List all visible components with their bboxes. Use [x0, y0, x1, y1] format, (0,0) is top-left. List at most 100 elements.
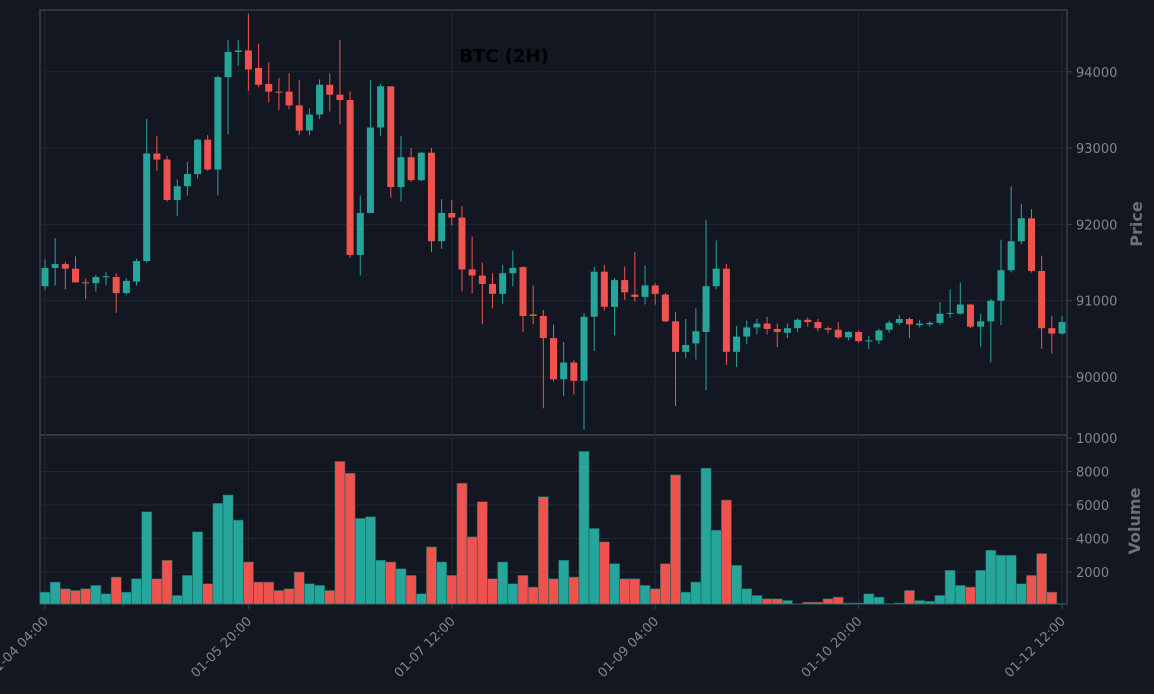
candle-body — [183, 174, 191, 187]
candle-body — [539, 315, 547, 339]
candle-body — [102, 276, 110, 278]
volume-bar — [49, 581, 61, 605]
volume-bar — [690, 581, 702, 605]
volume-bar — [802, 601, 814, 605]
candle-body — [733, 336, 741, 352]
volume-bar — [761, 598, 773, 605]
candle-body — [214, 77, 222, 170]
y-tick-label: 90000 — [1076, 371, 1117, 386]
volume-bar — [273, 590, 285, 605]
volume-bar — [568, 576, 580, 605]
candle-body — [133, 261, 141, 282]
volume-bar — [293, 571, 305, 605]
candle-body — [753, 323, 761, 328]
candle-body — [255, 67, 263, 85]
volume-bar — [1015, 583, 1027, 605]
volume-bar — [812, 601, 824, 605]
volume-bar — [914, 600, 926, 605]
volume-bar — [751, 595, 763, 605]
y-axis-label: Price — [1127, 201, 1146, 247]
candle-body — [712, 268, 720, 287]
volume-bar — [832, 596, 844, 605]
candle-body — [143, 153, 151, 262]
volume-bar — [151, 578, 163, 605]
volume-bar — [253, 581, 264, 605]
volume-bar — [70, 590, 81, 605]
candle-body — [1007, 241, 1015, 271]
volume-bar — [365, 516, 376, 605]
candle-body — [560, 362, 568, 380]
candle-body — [72, 268, 80, 283]
candle-body — [275, 91, 283, 93]
volume-bar — [375, 559, 386, 605]
candle-body — [794, 319, 802, 329]
candle-body — [804, 319, 812, 323]
volume-bar — [731, 565, 742, 605]
volume-bar — [100, 593, 112, 605]
volume-bar — [517, 575, 529, 605]
candle-body — [773, 328, 781, 332]
candle-body — [936, 313, 944, 323]
volume-bar — [537, 496, 549, 605]
volume-bar — [415, 593, 427, 605]
volume-bar — [171, 595, 183, 605]
volume-bar — [771, 598, 783, 605]
volume-bar — [863, 593, 875, 605]
volume-bar — [659, 563, 671, 605]
candle-body — [41, 267, 49, 287]
candle-body — [1017, 218, 1025, 242]
candle-body — [427, 152, 435, 242]
grid — [40, 10, 1067, 604]
volume-bar — [446, 575, 458, 605]
volume-bar — [873, 596, 885, 605]
volume-bar — [192, 531, 203, 605]
candle-body — [844, 331, 852, 338]
volume-tick-label: 4000 — [1076, 533, 1109, 548]
volume-bar — [161, 559, 173, 605]
candle-body — [611, 280, 619, 307]
candle-body — [895, 319, 903, 323]
y-tick-label: 92000 — [1076, 218, 1117, 233]
candle-body — [305, 114, 313, 131]
candle-body — [946, 312, 954, 314]
candle-body — [509, 267, 517, 274]
candle-body — [743, 327, 751, 337]
candle-body — [224, 51, 232, 78]
volume-bar — [710, 529, 722, 605]
volume-tick-label: 6000 — [1076, 499, 1109, 514]
volume-bar — [304, 583, 315, 605]
volume-bar — [843, 602, 854, 605]
volume-bar — [1046, 591, 1058, 605]
candle-body — [1027, 218, 1035, 271]
volume-bar — [893, 602, 905, 605]
candle-body — [244, 50, 252, 70]
volume-bar — [110, 576, 122, 605]
volume-bar — [39, 591, 51, 605]
volume-bar — [649, 588, 661, 605]
volume-bar — [354, 518, 366, 605]
candle-body — [407, 157, 415, 181]
candle-body — [763, 323, 771, 329]
candle-body — [651, 285, 659, 294]
volume-bar — [1026, 575, 1037, 605]
volume-bar — [344, 472, 356, 605]
candle-body — [1048, 328, 1056, 334]
volume-bar — [741, 588, 753, 605]
candle-body — [926, 322, 934, 325]
candle-body — [1038, 270, 1046, 329]
volume-bar — [609, 563, 620, 605]
candle-body — [834, 329, 842, 338]
volume-bar — [202, 583, 214, 605]
y-tick-label: 94000 — [1076, 66, 1117, 81]
volume-tick-label: 2000 — [1076, 566, 1109, 581]
candle-body — [295, 105, 303, 131]
y-tick-label: 91000 — [1076, 295, 1117, 310]
candle-body — [346, 100, 354, 255]
volume-bar — [395, 568, 407, 605]
candle-body — [82, 282, 90, 284]
candle-body — [692, 331, 700, 344]
candle-body — [580, 316, 588, 381]
chart-title: BTC (2H) — [459, 46, 549, 67]
volume-bar — [141, 511, 153, 605]
